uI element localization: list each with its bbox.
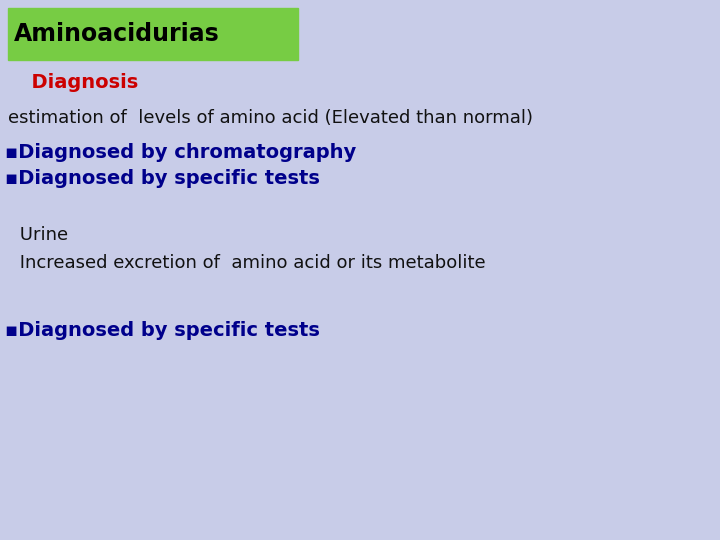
Text: Diagnosis: Diagnosis (18, 72, 138, 91)
Text: estimation of  levels of amino acid (Elevated than normal): estimation of levels of amino acid (Elev… (8, 109, 533, 127)
Text: ▪Diagnosed by chromatography: ▪Diagnosed by chromatography (5, 143, 356, 161)
Text: Urine: Urine (14, 226, 68, 244)
Text: ▪Diagnosed by specific tests: ▪Diagnosed by specific tests (5, 321, 320, 340)
Text: ▪Diagnosed by specific tests: ▪Diagnosed by specific tests (5, 168, 320, 187)
Text: Aminoacidurias: Aminoacidurias (14, 22, 220, 46)
Text: Increased excretion of  amino acid or its metabolite: Increased excretion of amino acid or its… (14, 254, 485, 272)
FancyBboxPatch shape (8, 8, 298, 60)
